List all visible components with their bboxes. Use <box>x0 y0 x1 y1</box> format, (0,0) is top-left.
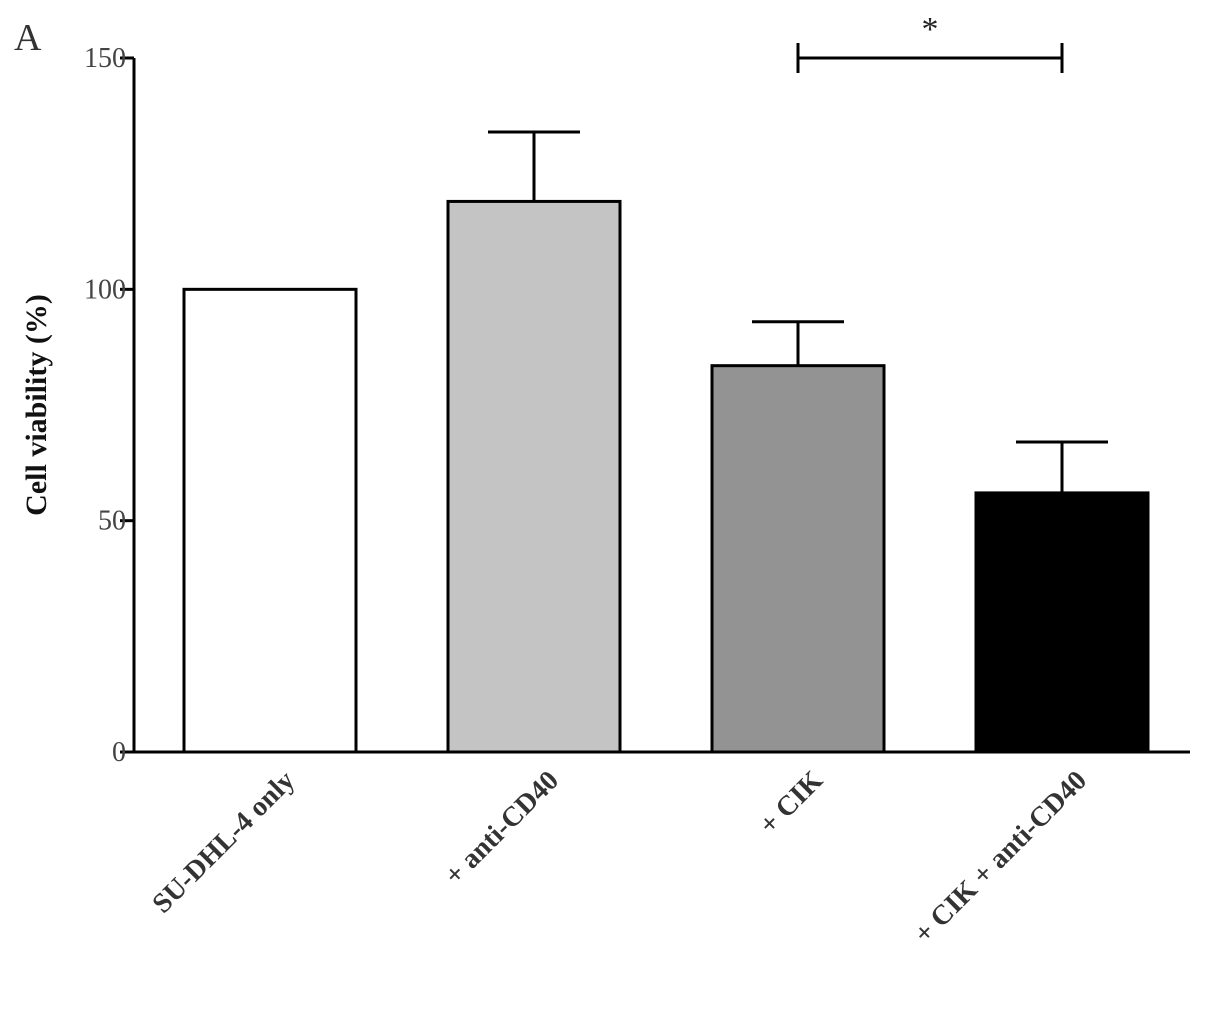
x-tick-label: + CIK <box>753 765 829 841</box>
x-tick-label: + anti-CD40 <box>439 765 565 891</box>
significance-star: * <box>922 11 939 48</box>
bar <box>446 199 622 754</box>
bars <box>182 199 1150 754</box>
y-tick-label: 50 <box>98 506 126 537</box>
bar <box>182 287 358 754</box>
y-tick-label: 150 <box>84 43 126 74</box>
y-tick-label: 100 <box>84 274 126 305</box>
panel-label: A <box>14 17 42 59</box>
significance-annotations: * <box>796 11 1064 73</box>
x-tick-labels: SU-DHL-4 only + anti-CD40 + CIK + CIK + ant… <box>146 765 1092 950</box>
bar <box>974 491 1150 754</box>
y-ticks: 0 50 100 150 <box>84 43 134 768</box>
y-tick-label: 0 <box>112 737 126 768</box>
bar <box>710 364 886 754</box>
y-axis-title: Cell viability (%) <box>20 294 53 516</box>
error-bars <box>488 130 1108 493</box>
x-tick-label: + CIK + anti-CD40 <box>908 765 1093 950</box>
x-tick-label: SU-DHL-4 only <box>146 765 300 919</box>
